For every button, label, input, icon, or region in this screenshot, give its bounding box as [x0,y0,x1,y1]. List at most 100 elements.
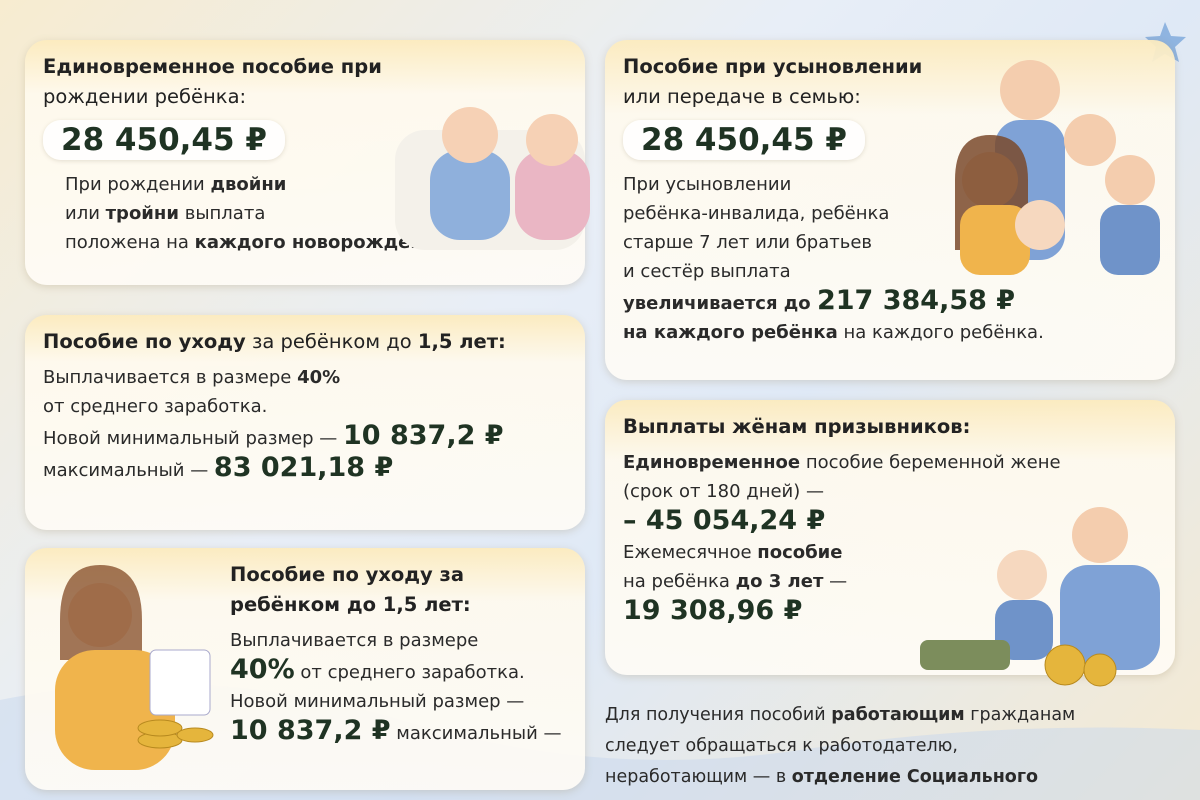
text-run: 10 837,2 ₽ [230,715,391,746]
panel-body: При усыновлении ребёнка-инвалида, ребёнка… [623,170,1157,347]
text-run: до 3 лет [735,571,824,592]
text-run: на ребёнка [623,571,736,592]
footer-line: следует обращаться к работодателю, [605,731,1075,762]
text-run: пособие [757,542,843,563]
text-run: от среднего заработка. [294,662,525,683]
title-line: Единовременное пособие при [43,52,567,82]
panel-title: Пособие по уходу за ребёнком до 1,5 лет: [43,327,567,357]
text-line: старше 7 лет или братьев [623,228,1157,257]
text-run: Ежемесячное [623,542,758,563]
text-run: 10 837,2 ₽ [343,420,504,451]
text-line: (срок от 180 дней) — [623,477,1157,506]
text-line: увеличивается до 217 384,58 ₽ [623,286,1157,318]
text-line: на каждого ребёнка на каждого ребёнка. [623,318,1157,347]
text-run: 40% [297,367,341,388]
text-run: Новой минимальный размер — [43,428,344,449]
panel-body: Выплачивается в размере 40% от среднего з… [230,626,567,748]
title-line: Выплаты жёнам призывников: [623,412,1157,442]
panel-body: Выплачивается в размере 40% от среднего з… [43,363,567,485]
text-run: рождении ребёнка: [43,85,247,108]
panel-title: Пособие по уходу за ребёнком до 1,5 лет: [230,560,567,620]
text-run: Для получения пособий [605,705,832,725]
title-line: Пособие по уходу за ребёнком до 1,5 лет: [230,560,567,620]
text-run: пособие беременной жене [800,452,1061,473]
text-run: При усыновлении [623,174,792,195]
title-line: Пособие по уходу за ребёнком до 1,5 лет: [43,327,567,357]
text-run: тройни [105,203,179,224]
text-line: Выплачивается в размере 40% [43,363,567,392]
text-line: Новой минимальный размер — 10 837,2 ₽ [43,421,567,453]
panel-title: Пособие при усыновлении или передаче в се… [623,52,1157,112]
text-line: 10 837,2 ₽ максимальный — [230,716,567,748]
text-run: Выплачивается в размере [230,630,479,651]
text-line: 40% от среднего заработка. [230,655,567,687]
text-line: или тройни выплата [65,199,567,228]
text-run: отделение Социального [791,767,1038,787]
text-run: Выплаты жёнам призывников: [623,415,971,438]
text-run: или передаче в семью: [623,85,861,108]
text-line: Новой минимальный размер — [230,687,567,716]
footer-line: Для получения пособий работающим граждан… [605,700,1075,731]
text-run: неработающим — в [605,767,792,787]
text-run: на каждого ребёнка [623,322,838,343]
panel: Пособие при усыновлении или передаче в се… [605,40,1175,380]
text-run: 1,5 лет: [417,330,506,353]
text-line: Выплачивается в размере [230,626,567,655]
text-run: 217 384,58 ₽ [816,285,1016,316]
text-run: Единовременное пособие при [43,55,382,78]
title-line: Пособие при усыновлении [623,52,1157,82]
text-run: 83 021,18 ₽ [213,452,394,483]
text-line: максимальный — 83 021,18 ₽ [43,453,567,485]
amount: 28 450,45 ₽ [623,120,865,160]
text-run: работающим [831,705,965,725]
text-run: – 45 054,24 ₽ [623,505,826,536]
text-line: ребёнка-инвалида, ребёнка [623,199,1157,228]
panel: Выплаты жёнам призывников: Единовременное… [605,400,1175,675]
text-run: 19 308,96 ₽ [623,595,803,626]
text-run: выплата [178,203,266,224]
amount: 28 450,45 ₽ [43,120,285,160]
text-line: При усыновлении [623,170,1157,199]
text-run: Новой минимальный размер — [230,691,525,712]
text-run: ребёнка-инвалида, ребёнка [623,203,890,224]
text-run: и сестёр выплата [623,261,791,282]
text-run: При рождении [65,174,211,195]
title-line: или передаче в семью: [623,82,1157,112]
text-run: увеличивается до [623,293,817,314]
text-run: 40% [230,654,295,685]
text-line: и сестёр выплата [623,257,1157,286]
panel-title: Единовременное пособие при рождении ребён… [43,52,567,112]
text-line: Ежемесячное пособие [623,538,1157,567]
amount-row: 28 450,45 ₽ [43,112,567,164]
text-run: двойни [210,174,287,195]
text-run: или [65,203,106,224]
amount-row: 28 450,45 ₽ [623,112,1157,164]
panel-body: При рождении двойни или тройни выплата пол… [43,170,567,257]
text-line: на ребёнка до 3 лет — [623,567,1157,596]
text-run: Выплачивается в размере [43,367,298,388]
text-run: Пособие при усыновлении [623,55,923,78]
text-line: Единовременное пособие беременной жене [623,448,1157,477]
panel: Пособие по уходу за ребёнком до 1,5 лет:… [25,548,585,790]
text-line: 19 308,96 ₽ [623,596,1157,628]
panel-body: Единовременное пособие беременной жене (с… [623,448,1157,628]
text-run: следует обращаться к работодателю, [605,736,958,756]
text-line: – 45 054,24 ₽ [623,506,1157,538]
title-line: рождении ребёнка: [43,82,567,112]
text-line: При рождении двойни [65,170,567,199]
text-run: на каждого ребёнка. [837,322,1044,343]
text-run: каждого новорождённого. [194,232,477,253]
text-run: старше 7 лет или братьев [623,232,873,253]
text-run: максимальный — [390,723,562,744]
text-run: — [823,571,848,592]
panel: Единовременное пособие при рождении ребён… [25,40,585,285]
text-run: максимальный — [43,460,214,481]
text-line: от среднего заработка. [43,392,567,421]
text-run: от среднего заработка. [43,396,268,417]
text-run: за ребёнком до [245,330,418,353]
text-run: Пособие по уходу [43,330,246,353]
footer: Для получения пособий работающим граждан… [605,700,1075,793]
panel: Пособие по уходу за ребёнком до 1,5 лет:… [25,315,585,530]
